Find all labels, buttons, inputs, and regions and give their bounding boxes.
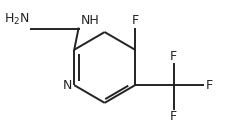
Text: N: N (62, 79, 71, 92)
Text: F: F (169, 110, 176, 123)
Text: F: F (169, 50, 176, 63)
Text: F: F (131, 14, 138, 27)
Text: NH: NH (80, 14, 99, 27)
Text: F: F (205, 79, 212, 92)
Text: H$_2$N: H$_2$N (4, 12, 29, 27)
